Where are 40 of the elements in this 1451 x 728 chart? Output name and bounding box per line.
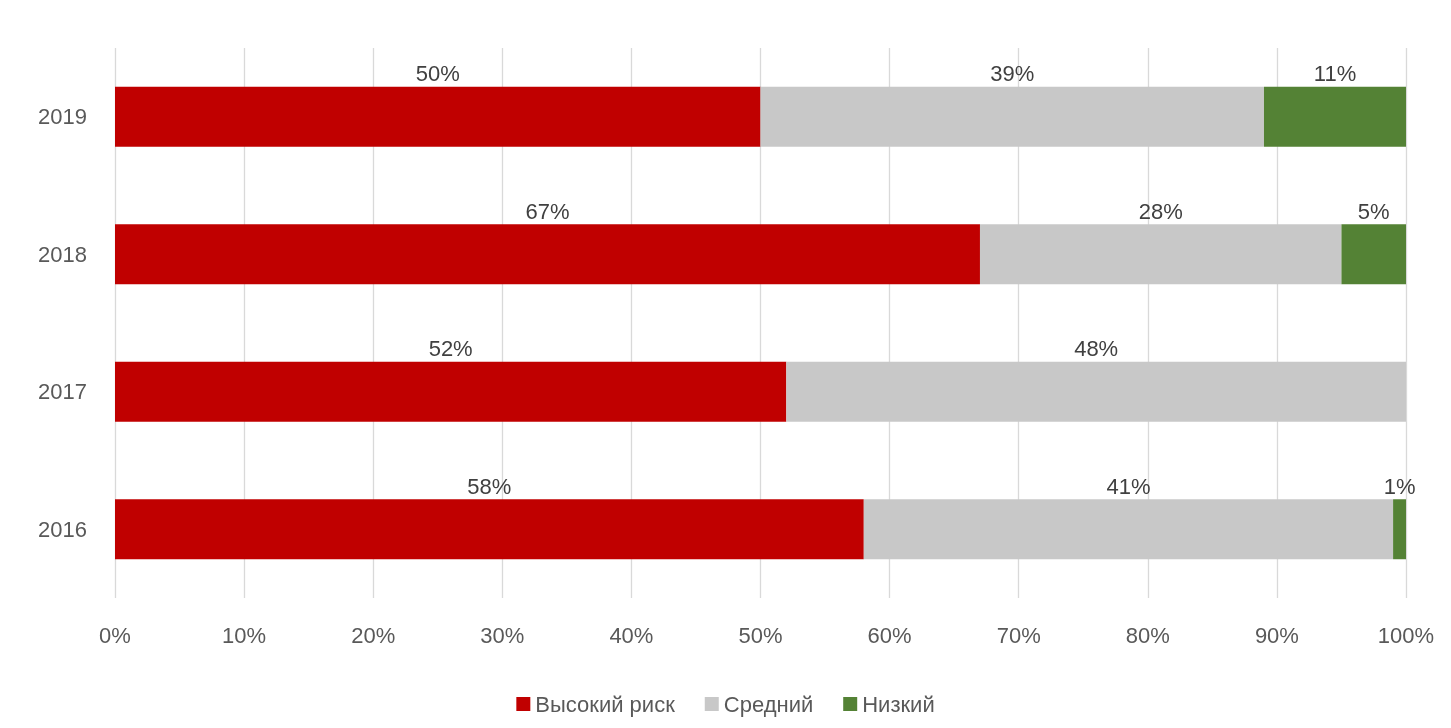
x-tick-label: 90%	[1254, 622, 1299, 648]
legend-label: Высокий риск	[535, 691, 676, 717]
bar	[760, 86, 1264, 147]
bar	[1341, 224, 1406, 285]
data-label: 52%	[428, 336, 473, 362]
y-tick-label: 2016	[38, 516, 87, 542]
data-label: 28%	[1138, 198, 1183, 224]
data-label: 1%	[1383, 473, 1416, 499]
data-label: 67%	[525, 198, 570, 224]
bar	[786, 361, 1406, 422]
y-tick-label: 2019	[38, 104, 87, 130]
x-tick-label: 70%	[996, 622, 1041, 648]
data-label: 41%	[1106, 473, 1151, 499]
x-tick-label: 60%	[867, 622, 912, 648]
bar	[115, 361, 787, 422]
x-tick-label: 100%	[1377, 622, 1435, 648]
data-label: 58%	[467, 473, 512, 499]
bar	[115, 86, 761, 147]
y-tick-label: 2017	[38, 379, 87, 405]
x-tick-label: 80%	[1125, 622, 1170, 648]
x-tick-label: 30%	[480, 622, 525, 648]
bar	[863, 499, 1394, 560]
y-tick-label: 2018	[38, 241, 87, 267]
bar	[1393, 499, 1406, 560]
legend-label: Низкий	[862, 691, 935, 717]
x-tick-label: 0%	[99, 622, 131, 648]
x-tick-label: 40%	[609, 622, 654, 648]
bar	[115, 499, 864, 560]
data-label: 39%	[990, 61, 1035, 87]
x-tick-label: 20%	[351, 622, 396, 648]
data-label: 11%	[1313, 61, 1357, 87]
data-label: 50%	[415, 61, 460, 87]
bar	[1263, 86, 1406, 147]
x-tick-label: 10%	[222, 622, 267, 648]
legend-label: Средний	[723, 691, 814, 717]
x-tick-label: 50%	[738, 622, 783, 648]
data-label: 5%	[1357, 198, 1390, 224]
bar	[115, 224, 980, 285]
bar	[979, 224, 1342, 285]
data-label: 48%	[1074, 336, 1119, 362]
